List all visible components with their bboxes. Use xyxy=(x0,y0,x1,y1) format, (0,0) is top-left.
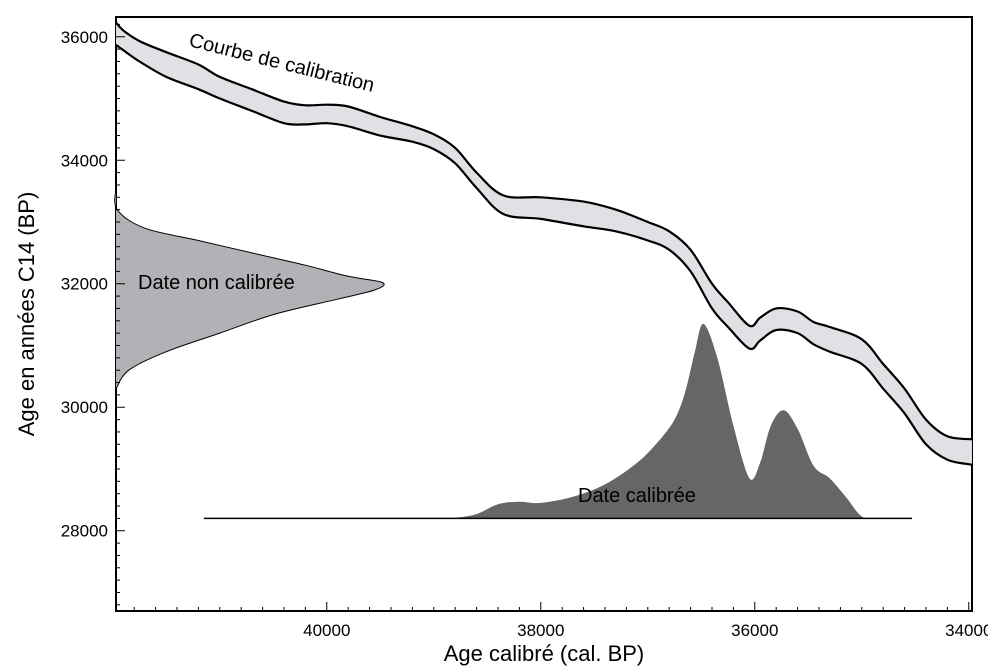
y-tick-label: 36000 xyxy=(61,28,108,47)
uncalibrated-annotation: Date non calibrée xyxy=(138,272,295,294)
x-tick-label: 40000 xyxy=(303,621,350,640)
x-tick-label: 36000 xyxy=(731,621,778,640)
y-tick-label: 30000 xyxy=(61,398,108,417)
y-axis-label: Age en années C14 (BP) xyxy=(14,192,39,437)
x-axis-label: Age calibré (cal. BP) xyxy=(444,641,645,666)
calibrated-annotation: Date calibrée xyxy=(578,485,696,507)
x-tick-label: 38000 xyxy=(517,621,564,640)
y-tick-label: 32000 xyxy=(61,275,108,294)
x-tick-label: 34000 xyxy=(945,621,988,640)
y-tick-label: 28000 xyxy=(61,522,108,541)
y-tick-label: 34000 xyxy=(61,151,108,170)
